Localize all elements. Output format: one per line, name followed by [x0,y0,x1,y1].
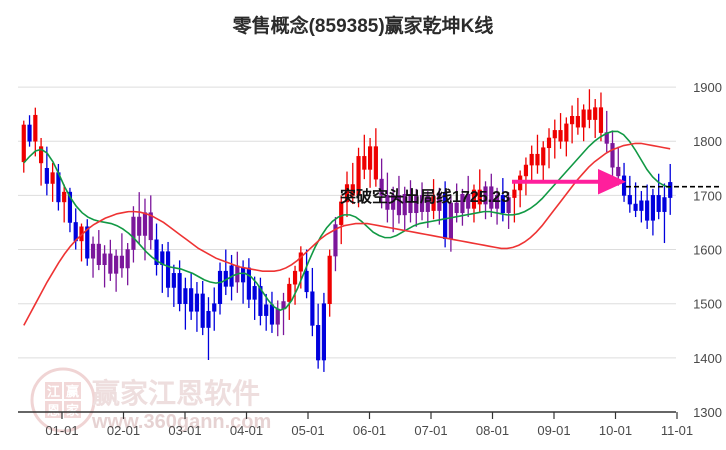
x-axis-tick-label: 11-01 [661,423,693,438]
watermark-url: www.360gann.com [91,411,271,433]
watermark-logo-char: 赢 [66,384,79,399]
candlestick-series[interactable] [21,89,673,372]
x-axis-tick-label: 08-01 [476,423,509,438]
x-axis-tick-label: 09-01 [537,423,570,438]
y-axis-tick-label: 1300 [693,405,722,420]
y-axis-tick-label: 1600 [693,243,722,258]
y-axis-tick-label: 1800 [693,134,722,149]
moving-average-lines [23,130,671,326]
x-axis-tick-label: 10-01 [599,423,632,438]
watermark-logo-char: 恩 [47,403,60,418]
watermark-logo-char: 家 [66,403,80,418]
page-title: 零售概念(859385)赢家乾坤K线 [232,16,494,37]
x-axis-tick-label: 03-01 [168,423,201,438]
annotation-layer [512,168,722,195]
x-axis-tick-label: 02-01 [107,423,140,438]
x-axis-labels: 01-01 02-01 03-01 04-01 05-01 06-01 07-01 08-01… [45,423,693,438]
watermark: 江 赢 恩 家 赢家江恩软件 www.360gann.com [30,367,271,433]
watermark-brand: 赢家江恩软件 [92,377,260,409]
breakout-annotation-label: 突破空头出局线1725.23 [340,187,510,206]
x-axis [18,411,678,419]
watermark-logo-char: 江 [47,384,60,399]
y-axis-tick-label: 1900 [693,80,722,95]
y-axis-tick-label: 1700 [693,188,722,203]
x-axis-tick-label: 06-01 [353,423,386,438]
x-axis-tick-label: 07-01 [414,423,447,438]
x-axis-tick-label: 05-01 [291,423,324,438]
y-axis-tick-label: 1500 [693,297,722,312]
x-axis-tick-label: 04-01 [230,423,263,438]
y-axis-labels: 1900 1800 1700 1600 1500 1400 1300 [693,80,722,420]
y-axis-tick-label: 1400 [693,351,722,366]
x-axis-tick-label: 01-01 [45,423,78,438]
